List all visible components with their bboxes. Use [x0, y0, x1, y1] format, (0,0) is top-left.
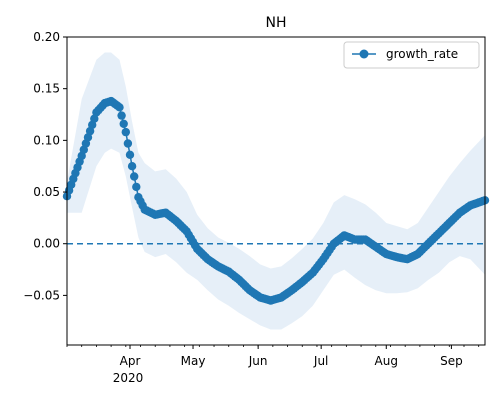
y-tick-label: 0.20	[33, 30, 60, 44]
y-tick-label: 0.15	[33, 82, 60, 96]
legend-box	[343, 41, 480, 69]
x-year-label: 2020	[113, 371, 144, 385]
x-tick-label: May	[181, 354, 206, 368]
y-tick-label: 0.10	[33, 133, 60, 147]
y-tick-label: 0.05	[33, 185, 60, 199]
x-tick-label: Jul	[313, 354, 328, 368]
data-point	[132, 182, 141, 192]
data-point	[90, 114, 99, 123]
y-tick-label: −0.05	[23, 288, 60, 302]
legend-marker-swatch	[359, 49, 369, 59]
data-point	[117, 111, 126, 120]
x-tick-label: Apr	[120, 354, 141, 368]
x-tick-label: Jun	[248, 354, 268, 368]
data-point	[125, 150, 135, 159]
data-point	[119, 119, 128, 128]
legend-label: growth_rate	[386, 47, 458, 61]
chart-title: NH	[266, 15, 287, 31]
x-tick-label: Sep	[440, 354, 463, 368]
plot-frame	[66, 36, 486, 346]
x-tick-label: Aug	[375, 354, 398, 368]
data-point	[121, 127, 130, 137]
data-point	[123, 139, 133, 148]
y-axis: −0.05 0.00 0.05 0.10 0.15 0.20	[23, 30, 67, 302]
data-point	[130, 172, 139, 181]
confidence-band-layer	[67, 52, 485, 330]
legend: growth_rate	[343, 41, 480, 69]
data-point	[127, 162, 137, 171]
y-tick-label: 0.00	[33, 237, 60, 251]
confidence-band	[67, 52, 485, 330]
series-layer	[62, 96, 490, 305]
x-axis: Apr May Jun Jul Aug Sep	[66, 345, 480, 368]
data-point	[115, 103, 124, 112]
